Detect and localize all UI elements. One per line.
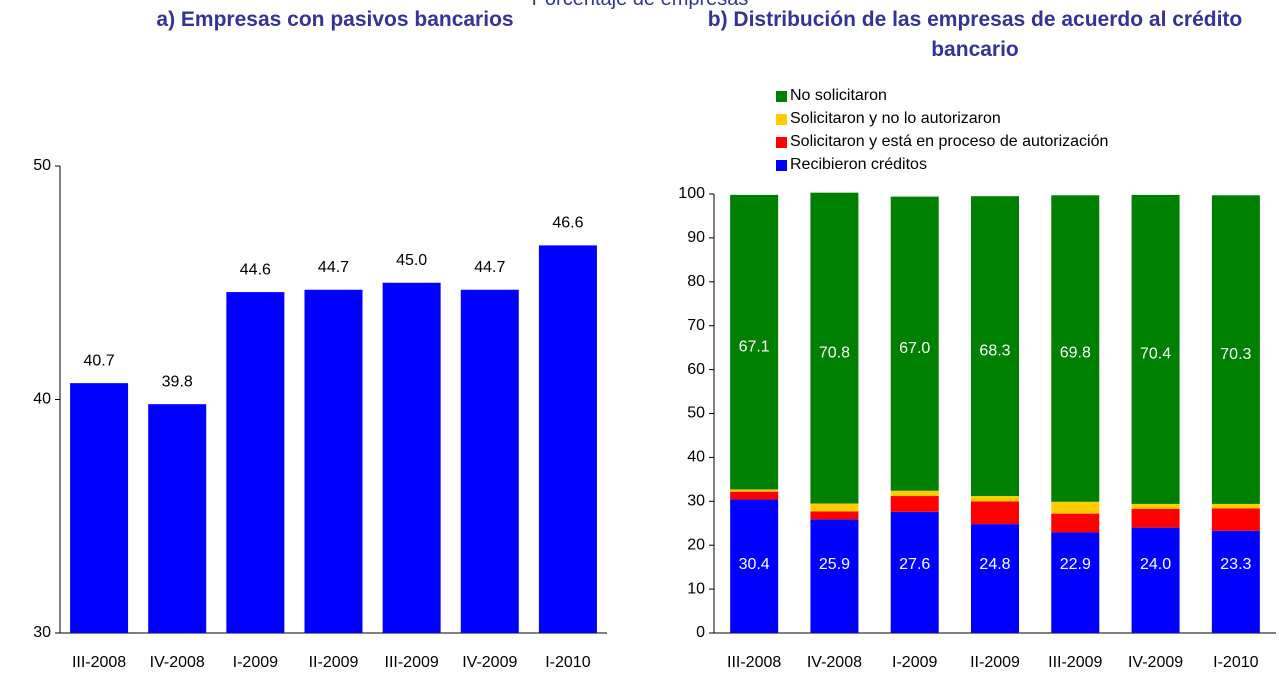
bar-segment [1211, 503, 1260, 509]
data-label: 69.8 [1060, 345, 1091, 362]
data-label: 24.8 [979, 556, 1010, 573]
chart-title: b) Distribución de las empresas de acuer… [707, 8, 1243, 61]
data-label: 24.0 [1140, 556, 1171, 573]
y-tick-label: 10 [687, 580, 705, 597]
y-tick-label: 40 [687, 449, 705, 466]
legend-label: Recibieron créditos [790, 156, 927, 173]
bar-segment [810, 511, 859, 520]
bar-segment [730, 194, 779, 490]
bar-segment [730, 491, 779, 500]
legend-label: No solicitaron [790, 87, 887, 104]
x-tick-label: I-2010 [1213, 654, 1258, 671]
x-tick-label: II-2009 [309, 654, 359, 671]
x-tick-label: IV-2008 [150, 654, 205, 671]
bar-segment [730, 489, 779, 492]
data-label: 70.8 [819, 344, 850, 361]
bar-segment [1131, 194, 1180, 504]
bar-segment [730, 499, 779, 633]
data-label: 40.7 [84, 352, 115, 369]
legend-label: Solicitaron y no lo autorizaron [790, 110, 1001, 127]
x-tick-label: IV-2009 [462, 654, 517, 671]
data-label: 23.3 [1220, 556, 1251, 573]
legend-swatch [776, 137, 787, 148]
data-label: 22.9 [1060, 556, 1091, 573]
data-label: 70.3 [1220, 346, 1251, 363]
bar [538, 245, 597, 633]
bar-segment [1131, 527, 1180, 633]
bar-segment [810, 192, 859, 504]
data-label: 68.3 [979, 342, 1010, 359]
bar-segment [890, 496, 939, 512]
y-tick-label: 100 [678, 185, 705, 202]
bar-segment [810, 519, 859, 633]
y-tick-label: 0 [696, 624, 705, 641]
data-label: 27.6 [899, 556, 930, 573]
y-tick-label: 30 [687, 493, 705, 510]
bar-segment [1051, 501, 1100, 514]
y-tick-label: 20 [687, 536, 705, 553]
x-tick-label: I-2009 [892, 654, 937, 671]
bar [304, 289, 363, 633]
y-tick-label: 30 [33, 624, 51, 641]
legend-swatch [776, 160, 787, 171]
bar-segment [890, 511, 939, 633]
bar [460, 289, 519, 633]
bar-segment [1051, 532, 1100, 633]
x-tick-label: I-2010 [545, 654, 590, 671]
bar-segment [971, 524, 1019, 633]
bar [226, 292, 285, 633]
bar-segment [1051, 195, 1100, 502]
bar-segment [890, 490, 939, 497]
legend-swatch [776, 114, 787, 125]
bar-segment [1051, 513, 1100, 533]
bar-segment [1131, 503, 1180, 509]
bar-segment [890, 196, 939, 491]
y-tick-label: 80 [687, 273, 705, 290]
bar [70, 383, 129, 633]
data-label: 46.6 [552, 215, 583, 232]
y-tick-label: 60 [687, 361, 705, 378]
bar-segment [810, 503, 859, 512]
bar-segment [971, 496, 1019, 502]
data-label: 67.1 [739, 338, 770, 355]
chart-title: a) Empresas con pasivos bancarios [156, 8, 514, 31]
bar-segment [971, 501, 1019, 525]
y-tick-label: 70 [687, 317, 705, 334]
data-label: 70.4 [1140, 346, 1171, 363]
x-tick-label: III-2009 [1048, 654, 1102, 671]
x-tick-label: II-2009 [970, 654, 1020, 671]
y-tick-label: 90 [687, 229, 705, 246]
bar-segment [1211, 530, 1260, 633]
data-label: 25.9 [819, 556, 850, 573]
data-label: 67.0 [899, 340, 930, 357]
x-tick-label: III-2008 [727, 654, 781, 671]
data-label: 44.7 [318, 259, 349, 276]
x-tick-label: IV-2008 [807, 654, 862, 671]
legend-swatch [776, 91, 787, 102]
y-tick-label: 40 [33, 391, 51, 408]
data-label: 45.0 [396, 252, 427, 269]
data-label: 39.8 [162, 373, 193, 390]
data-label: 44.7 [474, 259, 505, 276]
x-tick-label: III-2008 [72, 654, 126, 671]
bar [382, 282, 441, 633]
subtitle: Porcentaje de empresas [400, 0, 880, 11]
bar [148, 404, 207, 633]
y-tick-label: 50 [687, 405, 705, 422]
legend-label: Solicitaron y está en proceso de autoriz… [790, 133, 1108, 150]
bar-segment [1131, 508, 1180, 528]
y-tick-label: 50 [33, 157, 51, 174]
x-tick-label: IV-2009 [1128, 654, 1183, 671]
bar-segment [971, 196, 1019, 497]
data-label: 30.4 [739, 556, 770, 573]
x-tick-label: I-2009 [233, 654, 278, 671]
data-label: 44.6 [240, 261, 271, 278]
x-tick-label: III-2009 [385, 654, 439, 671]
bar-segment [1211, 508, 1260, 531]
bar-segment [1211, 195, 1260, 504]
